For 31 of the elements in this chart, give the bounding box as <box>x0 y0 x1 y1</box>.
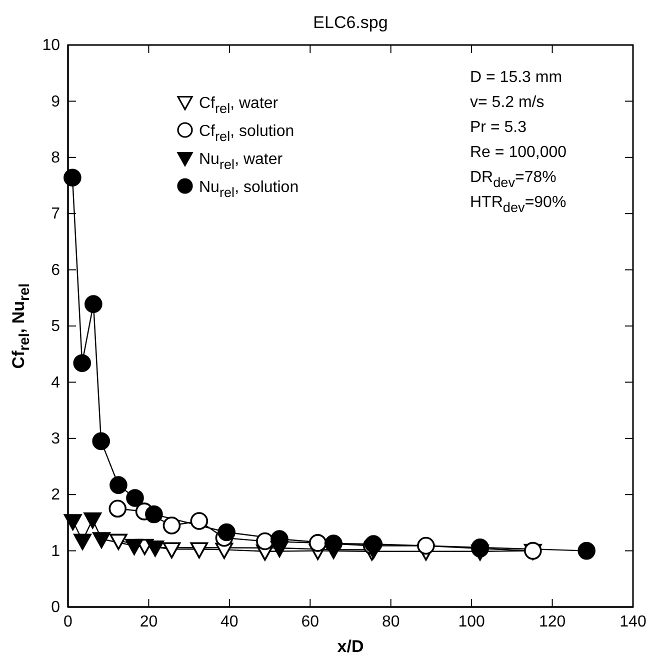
y-tick-label: 7 <box>51 206 60 223</box>
annotation: DR$_{dev}$=78% <box>470 169 556 190</box>
x-axis-title: x/D <box>337 637 364 656</box>
x-tick-label: 80 <box>382 613 400 630</box>
legend-label: Cf$_{rel}$, solution <box>199 123 294 144</box>
y-tick-label: 10 <box>42 37 60 54</box>
annotation: v= 5.2 m/s <box>470 94 544 111</box>
annotation: HTR$_{dev}$=90% <box>470 194 566 215</box>
y-tick-label: 2 <box>51 486 60 504</box>
legend-label: Cf$_{rel}$, water <box>199 95 279 116</box>
annotation: Pr = 5.3 <box>470 119 527 136</box>
y-tick-label: 5 <box>51 318 60 336</box>
annotation: Re = 100,000 <box>470 144 567 161</box>
x-tick-label: 40 <box>220 613 238 630</box>
legend-label: Nu$_{rel}$, water <box>199 151 284 172</box>
x-tick-label: 140 <box>620 613 646 630</box>
annotation: D = 15.3 mm <box>470 69 562 86</box>
y-tick-label: 0 <box>51 599 60 616</box>
x-tick-label: 100 <box>458 613 486 630</box>
chart-title: ELC6.spg <box>313 13 388 32</box>
x-tick-label: 60 <box>301 613 320 630</box>
legend-label: Nu$_{rel}$, solution <box>199 179 299 200</box>
x-tick-label: 20 <box>140 613 158 630</box>
y-tick-label: 4 <box>51 374 60 392</box>
y-tick-label: 9 <box>51 93 60 110</box>
x-tick-label: 120 <box>538 613 566 630</box>
y-tick-label: 3 <box>51 430 60 448</box>
x-tick-label: 0 <box>64 613 73 630</box>
y-tick-label: 1 <box>51 542 60 560</box>
y-tick-label: 8 <box>51 150 60 167</box>
y-tick-label: 6 <box>51 262 60 279</box>
